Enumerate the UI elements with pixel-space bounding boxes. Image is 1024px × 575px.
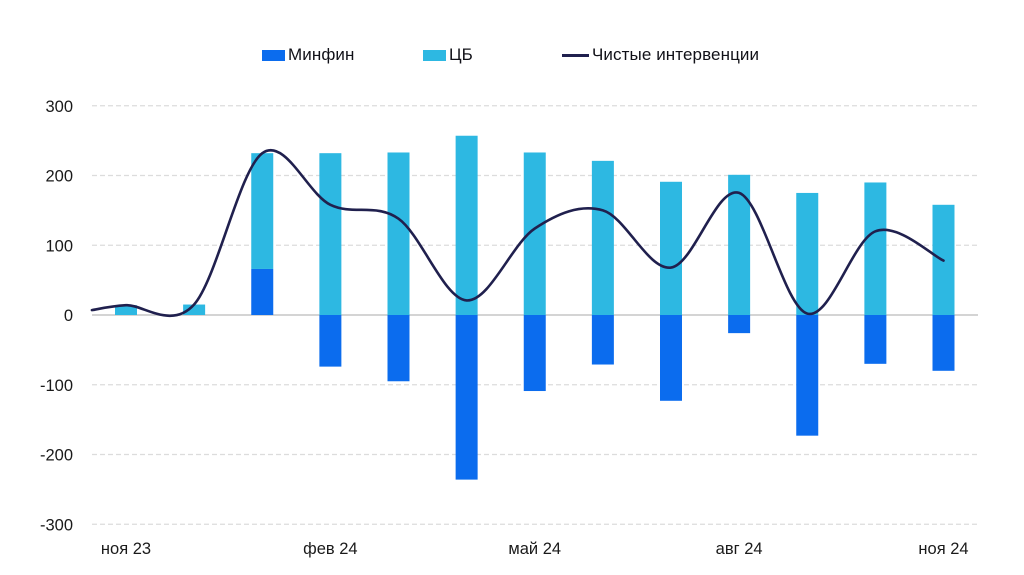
legend-label-minfin: Минфин — [288, 45, 355, 64]
minfin-swatch-icon — [262, 49, 285, 61]
y-tick-label: -300 — [40, 516, 73, 534]
bar-cb — [183, 304, 206, 315]
y-tick-label: 0 — [64, 307, 73, 325]
legend-label-cb: ЦБ — [449, 45, 473, 64]
bar-minfin — [251, 268, 274, 315]
x-tick-label: ноя 24 — [918, 540, 968, 558]
bar-minfin — [728, 315, 751, 334]
bar-cb — [319, 153, 342, 315]
net-line-sample-icon — [562, 53, 589, 57]
bar-cb — [864, 182, 887, 315]
legend-item-cb[interactable]: ЦБ — [423, 44, 473, 66]
legend-item-minfin[interactable]: Минфин — [262, 44, 355, 66]
y-tick-label: 100 — [45, 237, 73, 255]
x-tick-label: авг 24 — [716, 540, 763, 558]
bar-minfin — [864, 315, 887, 364]
bar-minfin — [591, 315, 614, 365]
y-tick-label: -200 — [40, 447, 73, 465]
net-interventions-line — [90, 149, 945, 317]
bar-cb — [728, 174, 751, 315]
bar-minfin — [796, 315, 819, 436]
bar-minfin — [932, 315, 955, 371]
bar-minfin — [319, 315, 342, 367]
bar-cb — [660, 181, 682, 315]
x-tick-label: ноя 23 — [101, 540, 151, 558]
bar-minfin — [455, 315, 478, 480]
legend-item-net-interventions[interactable]: Чистые интервенции — [562, 44, 759, 66]
legend-label-net-interventions: Чистые интервенции — [592, 45, 760, 64]
y-tick-label: -100 — [40, 377, 73, 395]
y-tick-label: 200 — [45, 168, 73, 186]
bar-cb — [455, 135, 478, 315]
cb-swatch-icon — [423, 49, 446, 61]
bar-cb — [387, 152, 410, 315]
bar-minfin — [523, 315, 546, 392]
bar-cb — [523, 152, 546, 315]
bar-cb — [115, 305, 137, 315]
chart-legend: Минфин ЦБ Чистые интервенции — [0, 44, 1024, 68]
x-tick-label: фев 24 — [303, 540, 357, 558]
bar-minfin — [660, 315, 682, 401]
bar-cb — [796, 192, 819, 315]
bar-cb — [591, 160, 614, 315]
y-tick-label: 300 — [45, 98, 73, 116]
bar-minfin — [387, 315, 410, 382]
x-tick-label: май 24 — [508, 540, 561, 558]
bar-cb — [251, 153, 274, 269]
